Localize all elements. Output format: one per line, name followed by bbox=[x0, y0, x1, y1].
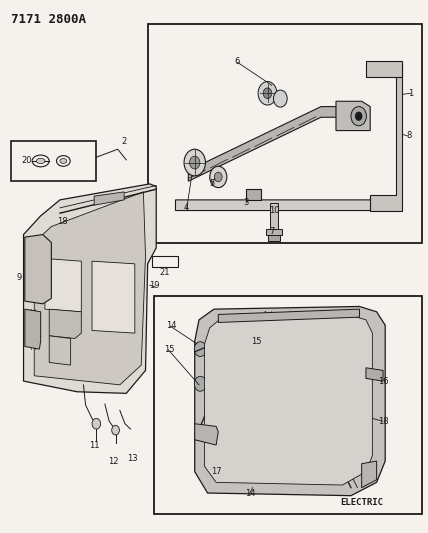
Text: 15: 15 bbox=[252, 337, 262, 345]
Text: 2: 2 bbox=[122, 137, 127, 146]
Text: 7: 7 bbox=[269, 228, 274, 236]
Text: 18: 18 bbox=[57, 217, 67, 225]
Text: 21: 21 bbox=[160, 269, 170, 277]
Polygon shape bbox=[270, 203, 278, 232]
Text: 11: 11 bbox=[89, 441, 99, 449]
Circle shape bbox=[280, 389, 302, 416]
Polygon shape bbox=[25, 235, 51, 304]
Text: 3: 3 bbox=[244, 198, 249, 207]
Polygon shape bbox=[195, 424, 218, 445]
Polygon shape bbox=[34, 192, 146, 385]
Polygon shape bbox=[154, 296, 422, 514]
Polygon shape bbox=[366, 61, 402, 77]
Polygon shape bbox=[175, 200, 402, 211]
Circle shape bbox=[33, 264, 43, 277]
Polygon shape bbox=[370, 64, 402, 211]
Circle shape bbox=[255, 357, 327, 448]
Text: 12: 12 bbox=[108, 457, 119, 465]
Circle shape bbox=[184, 149, 205, 176]
Polygon shape bbox=[268, 235, 280, 241]
Ellipse shape bbox=[60, 159, 67, 163]
Circle shape bbox=[26, 255, 50, 285]
Ellipse shape bbox=[36, 158, 45, 164]
Text: 16: 16 bbox=[378, 377, 388, 385]
Circle shape bbox=[194, 376, 206, 391]
Text: 18: 18 bbox=[378, 417, 388, 425]
Text: 20: 20 bbox=[22, 156, 32, 165]
Polygon shape bbox=[25, 309, 41, 349]
Text: 5: 5 bbox=[209, 180, 214, 188]
Polygon shape bbox=[49, 309, 81, 338]
Polygon shape bbox=[24, 184, 156, 393]
Polygon shape bbox=[195, 306, 385, 496]
Polygon shape bbox=[266, 229, 282, 235]
Circle shape bbox=[268, 373, 315, 432]
Circle shape bbox=[112, 425, 119, 435]
Text: 6: 6 bbox=[235, 57, 240, 66]
Circle shape bbox=[355, 112, 362, 120]
Text: 4: 4 bbox=[184, 204, 189, 212]
Text: 8: 8 bbox=[406, 132, 411, 140]
Polygon shape bbox=[218, 309, 360, 322]
Polygon shape bbox=[362, 461, 377, 488]
Polygon shape bbox=[49, 336, 71, 365]
Text: 1: 1 bbox=[408, 89, 413, 98]
Text: ELECTRIC: ELECTRIC bbox=[340, 498, 383, 507]
Polygon shape bbox=[366, 368, 383, 381]
Text: 19: 19 bbox=[149, 281, 159, 289]
Circle shape bbox=[190, 156, 200, 169]
Circle shape bbox=[194, 342, 206, 357]
Polygon shape bbox=[94, 192, 124, 205]
Polygon shape bbox=[246, 189, 261, 200]
Text: 7171 2800A: 7171 2800A bbox=[11, 13, 86, 26]
Polygon shape bbox=[205, 316, 372, 485]
Circle shape bbox=[351, 107, 366, 126]
Circle shape bbox=[263, 88, 272, 99]
Circle shape bbox=[258, 82, 277, 105]
Circle shape bbox=[92, 418, 101, 429]
Text: 17: 17 bbox=[211, 467, 221, 476]
Text: 10: 10 bbox=[269, 206, 279, 215]
Circle shape bbox=[210, 166, 227, 188]
Polygon shape bbox=[45, 259, 81, 312]
Polygon shape bbox=[152, 256, 178, 266]
Text: 15: 15 bbox=[164, 345, 174, 353]
Circle shape bbox=[273, 90, 287, 107]
Circle shape bbox=[214, 172, 222, 182]
Text: 9: 9 bbox=[17, 273, 22, 281]
Polygon shape bbox=[11, 141, 96, 181]
Text: 13: 13 bbox=[128, 454, 138, 463]
Text: 14: 14 bbox=[245, 489, 256, 497]
Polygon shape bbox=[336, 101, 370, 131]
Text: 14: 14 bbox=[166, 321, 176, 329]
Polygon shape bbox=[92, 261, 135, 333]
Polygon shape bbox=[148, 24, 422, 243]
Polygon shape bbox=[188, 107, 342, 181]
